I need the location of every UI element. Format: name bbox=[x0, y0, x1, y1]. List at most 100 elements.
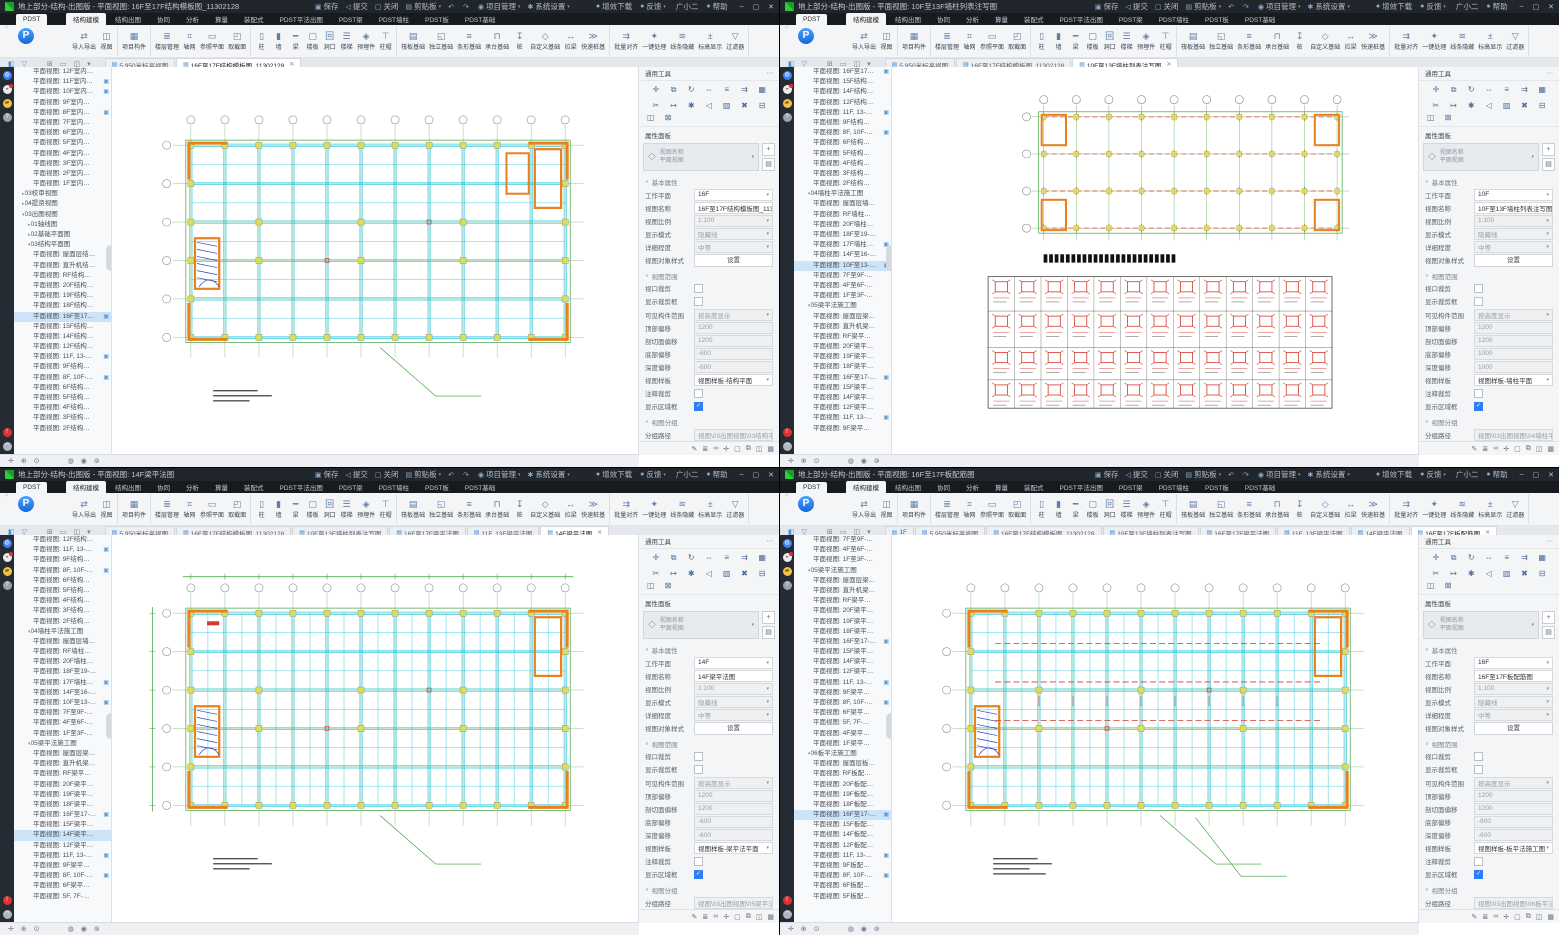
titlebar-action[interactable]: ●帮助▾ bbox=[1486, 469, 1507, 480]
display-mode-select[interactable]: 隐藏线 ▾ bbox=[1474, 227, 1553, 240]
ribbon-tab[interactable]: 算量 bbox=[215, 485, 228, 492]
fill-icon[interactable]: ▨ bbox=[1502, 568, 1511, 578]
toolbar-button[interactable]: ≣ 楼层管理 bbox=[153, 494, 181, 524]
tree-item[interactable]: 平面视图: 15F梁平… bbox=[794, 383, 891, 393]
tree-item[interactable]: 平面视图: RF板配… bbox=[794, 769, 891, 779]
toolbar-button[interactable]: ≫ 快速桩基 bbox=[1359, 494, 1387, 524]
titlebar-action[interactable]: ▤ 剪贴板 ▾ bbox=[1185, 1, 1221, 12]
tree-item[interactable]: 平面视图: 3F结构… bbox=[14, 606, 111, 616]
ribbon-tab[interactable]: 结构出图 bbox=[895, 485, 921, 492]
tree-item[interactable]: 平面视图: 2F结构… bbox=[14, 617, 111, 627]
zoom-fit-icon[interactable]: ⊙ bbox=[813, 458, 820, 465]
visibility-icon[interactable]: ◉ bbox=[860, 926, 867, 933]
toolbar-button[interactable]: ⊓ 承台基础 bbox=[1263, 26, 1291, 56]
pick-icon[interactable]: ✛ bbox=[723, 445, 730, 453]
detail-level-select[interactable]: 中等 ▾ bbox=[694, 709, 773, 721]
measure-icon[interactable]: ⊟ bbox=[758, 100, 766, 110]
more-icon[interactable]: ⋯ bbox=[1546, 538, 1554, 546]
toolbar-button[interactable]: ⇉ 批量对齐 bbox=[1392, 26, 1420, 56]
tree-item[interactable]: 05梁平法施工图 bbox=[794, 301, 891, 311]
copy-icon[interactable]: ⧉ bbox=[670, 552, 677, 562]
align-icon[interactable]: ≡ bbox=[724, 84, 730, 94]
toolbar-button[interactable]: ≡ 条形基础 bbox=[1235, 26, 1263, 56]
maximize-button[interactable]: ▢ bbox=[752, 471, 760, 479]
ribbon-tab[interactable]: 结构建模 bbox=[846, 13, 886, 25]
toolbar-button[interactable]: ± 标高显示 bbox=[696, 26, 724, 56]
grid-icon[interactable]: ▦ bbox=[767, 913, 774, 921]
ribbon-tab[interactable]: 算量 bbox=[995, 17, 1008, 24]
section-range[interactable]: 视图范围 bbox=[1419, 267, 1559, 282]
ribbon-tab[interactable]: PDST墙柱 bbox=[1158, 17, 1190, 24]
tree-item[interactable]: 平面视图: 屋面层梁… bbox=[14, 749, 111, 759]
toolbar-button[interactable]: ▦ 项目构件 bbox=[900, 26, 928, 56]
side-icon[interactable]: ? bbox=[782, 113, 792, 122]
view-template-select[interactable]: 视图样板-墙柱平面 ▾ bbox=[1474, 374, 1553, 387]
work-plane-select[interactable]: 16F ▾ bbox=[1474, 656, 1553, 669]
pick-icon[interactable]: ✛ bbox=[1503, 913, 1510, 921]
side-icon[interactable]: ◍ bbox=[2, 539, 12, 548]
close-icon[interactable]: ✕ bbox=[1166, 62, 1172, 68]
ribbon-tab[interactable]: PDST板 bbox=[425, 485, 449, 492]
tree-item[interactable]: 平面视图: 9F结构… bbox=[794, 118, 891, 128]
split-icon[interactable]: ◁ bbox=[1485, 568, 1493, 578]
tree-item[interactable]: 平面视图: 直升机梁… bbox=[794, 586, 891, 596]
tree-item[interactable]: 平面视图: 8F, 10F-… bbox=[14, 373, 111, 383]
toolbar-button[interactable]: ≫ 快速桩基 bbox=[579, 494, 607, 524]
tree-item[interactable]: 平面视图: RF墙柱… bbox=[794, 210, 891, 220]
collapse-chevron-icon[interactable]: » bbox=[4, 21, 10, 31]
scale-select[interactable]: 1:100 ▾ bbox=[694, 214, 773, 227]
object-style-settings-button[interactable]: 设置 bbox=[1474, 721, 1553, 735]
tree-item[interactable]: 平面视图: 11F, 13-… bbox=[794, 678, 891, 688]
tree-item[interactable]: 平面视图: 9F结构… bbox=[14, 362, 111, 372]
tree-item[interactable]: 平面视图: 14F梁平… bbox=[794, 657, 891, 667]
toolbar-button[interactable]: ▢ 楼板 bbox=[304, 26, 321, 56]
tree-item[interactable]: 05梁平法施工图 bbox=[14, 739, 111, 749]
tree-item[interactable]: 平面视图: 6F梁平… bbox=[14, 881, 111, 891]
tree-item[interactable]: 平面视图: 17F墙柱… bbox=[794, 240, 891, 250]
toolbar-button[interactable]: ▭ 参照平面 bbox=[978, 494, 1006, 524]
pdst-tab[interactable]: PDST bbox=[796, 14, 828, 25]
annotation-crop-checkbox[interactable] bbox=[1474, 388, 1483, 398]
fill-icon[interactable]: ▨ bbox=[1502, 100, 1511, 110]
ribbon-tab[interactable]: 分析 bbox=[186, 17, 199, 24]
ribbon-tab[interactable]: PDST基础 bbox=[464, 485, 496, 492]
show-crop-checkbox[interactable] bbox=[694, 764, 703, 774]
display-mode-select[interactable]: 隐藏线 ▾ bbox=[694, 695, 773, 708]
close-button[interactable]: ✕ bbox=[768, 3, 774, 11]
toolbar-button[interactable]: ⇉ 批量对齐 bbox=[1392, 494, 1420, 524]
edit-icon[interactable]: ✎ bbox=[1471, 913, 1478, 921]
toolbar-button[interactable]: ▤ 筏板基础 bbox=[1179, 26, 1207, 56]
group-path-input[interactable]: 视图\03出图视图\05梁平法施工图 bbox=[694, 896, 773, 909]
tree-item[interactable]: 平面视图: RF梁平… bbox=[794, 596, 891, 606]
toolbar-button[interactable]: ⊤ 柱帽 bbox=[1157, 26, 1174, 56]
toolbar-button[interactable]: ▭ 参照平面 bbox=[198, 494, 226, 524]
toolbar-button[interactable]: ◫ 视图 bbox=[878, 494, 895, 524]
toolbar-button[interactable]: ◰ 取截面 bbox=[226, 26, 248, 56]
toolbar-button[interactable]: ▦ 项目构件 bbox=[900, 494, 928, 524]
trim-icon[interactable]: ✂ bbox=[652, 568, 660, 578]
align-icon[interactable]: ≡ bbox=[1504, 84, 1510, 94]
annotation-crop-checkbox[interactable] bbox=[1474, 856, 1483, 866]
tree-item[interactable]: 平面视图: 20F结构… bbox=[14, 281, 111, 291]
toolbar-button[interactable]: ⇄ 导入导出 bbox=[70, 494, 98, 524]
ribbon-tab[interactable]: 分析 bbox=[966, 485, 979, 492]
tree-item[interactable]: 平面视图: 屋面层墙… bbox=[14, 637, 111, 647]
new-view-icon[interactable]: ◫ bbox=[73, 61, 81, 68]
toolbar-button[interactable]: ◰ 取截面 bbox=[226, 494, 248, 524]
tree-item[interactable]: 平面视图: 14F梁平… bbox=[794, 393, 891, 403]
toolbar-button[interactable]: ▽ 过滤器 bbox=[724, 494, 746, 524]
toolbar-button[interactable]: ≋ 线条隐藏 bbox=[1448, 494, 1476, 524]
toolbar-button[interactable]: ▽ 过滤器 bbox=[1504, 494, 1526, 524]
toolbar-button[interactable]: ↧ 桩 bbox=[1291, 26, 1308, 56]
filter-icon[interactable]: ▽ bbox=[21, 529, 28, 536]
section-group[interactable]: 视图分组 bbox=[639, 413, 779, 428]
filter-icon[interactable]: ▽ bbox=[801, 529, 808, 536]
collapse-chevron-icon[interactable]: » bbox=[4, 489, 10, 499]
tree-item[interactable]: 平面视图: 屋面层板… bbox=[794, 759, 891, 769]
toolbar-button[interactable]: ± 标高显示 bbox=[1476, 494, 1504, 524]
toolbar-button[interactable]: ✦ 一键处理 bbox=[640, 494, 668, 524]
maximize-button[interactable]: ▢ bbox=[1532, 471, 1540, 479]
visible-range-select[interactable]: 按高度显示 ▾ bbox=[1474, 308, 1553, 321]
pan-icon[interactable]: ✛ bbox=[8, 458, 14, 465]
cut-offset-input[interactable]: 1200 bbox=[694, 334, 773, 347]
